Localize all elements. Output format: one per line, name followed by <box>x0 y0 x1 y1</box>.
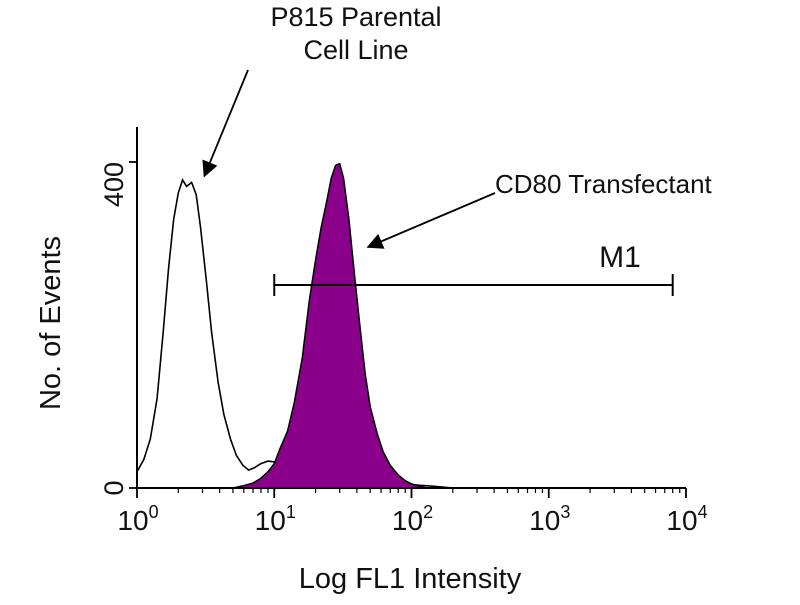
annotation-cd80-arrow <box>366 192 496 249</box>
y-tick-label: 0 <box>99 480 129 495</box>
annotation-p815-label: P815 Parental Cell Line <box>270 2 441 65</box>
x-tick-label: 103 <box>529 502 570 536</box>
x-axis-label: Log FL1 Intensity <box>299 563 522 595</box>
annotation-p815-arrow <box>202 69 249 178</box>
x-tick-label: 100 <box>117 502 158 536</box>
series-cd80-transfectant-fill <box>232 162 428 489</box>
annotation-cd80-label: CD80 Transfectant <box>495 169 713 199</box>
x-tick-label: 101 <box>255 502 296 536</box>
m1-gate-label: M1 <box>599 241 641 274</box>
y-axis-label: No. of Events <box>35 236 67 410</box>
x-tick-label: 104 <box>666 502 707 536</box>
x-tick-label: 102 <box>392 502 433 536</box>
series-layer <box>136 162 453 489</box>
annotations-layer: P815 Parental Cell Line CD80 Transfectant <box>202 2 713 249</box>
m1-marker-layer: M1 <box>273 241 674 296</box>
y-tick-label: 400 <box>99 162 129 207</box>
